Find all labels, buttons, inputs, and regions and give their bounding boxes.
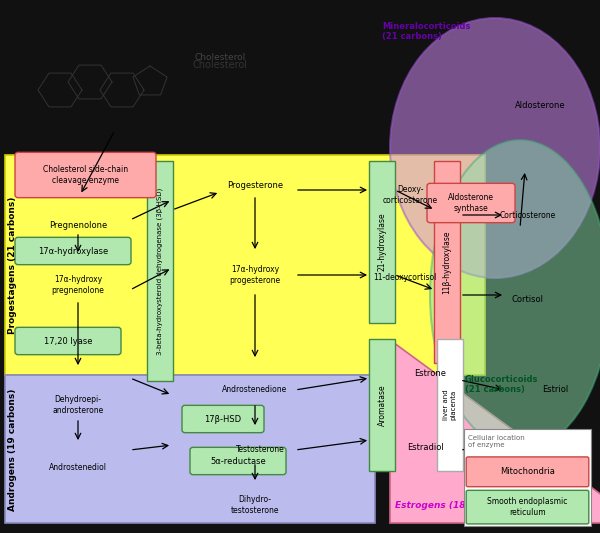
Text: 17α-hydroxy
pregnenolone: 17α-hydroxy pregnenolone [52,276,104,295]
Text: Dehydroepi-
androsterone: Dehydroepi- androsterone [52,395,104,415]
FancyBboxPatch shape [466,457,589,487]
Text: Estrogens (18 carbons ): Estrogens (18 carbons ) [395,501,516,510]
Text: 11β-hydroxylase: 11β-hydroxylase [443,230,452,294]
Text: 11-deoxycortisol: 11-deoxycortisol [373,273,437,282]
FancyBboxPatch shape [5,375,375,523]
Text: liver and
placenta: liver and placenta [443,390,457,421]
Text: Smooth endoplasmic
reticulum: Smooth endoplasmic reticulum [487,497,568,517]
Text: 5α-reductase: 5α-reductase [210,456,266,465]
Ellipse shape [430,140,600,450]
Text: 17α-hydroxylase: 17α-hydroxylase [38,246,108,255]
Text: Cellular location
of enzyme: Cellular location of enzyme [468,435,525,448]
FancyBboxPatch shape [369,339,395,471]
FancyBboxPatch shape [427,183,515,223]
FancyBboxPatch shape [369,161,395,323]
FancyBboxPatch shape [182,405,264,433]
Text: 17α-hydroxy
progesterone: 17α-hydroxy progesterone [229,265,281,285]
FancyBboxPatch shape [15,237,131,265]
Text: Mineralocorticoids
(21 carbons): Mineralocorticoids (21 carbons) [382,22,470,42]
Text: Estradiol: Estradiol [407,442,443,451]
Text: Aromatase: Aromatase [377,384,386,426]
Text: Cholesterol: Cholesterol [194,53,245,62]
Text: Testosterone: Testosterone [236,446,284,455]
Text: Androstenediol: Androstenediol [49,464,107,472]
FancyBboxPatch shape [15,327,121,354]
FancyBboxPatch shape [190,447,286,475]
Text: Estriol: Estriol [542,385,568,394]
FancyBboxPatch shape [434,161,460,363]
Ellipse shape [390,18,600,278]
Text: Androstenedione: Androstenedione [223,385,287,394]
Text: 21-hydroxylase: 21-hydroxylase [377,213,386,271]
Text: Progestagens (21 carbons): Progestagens (21 carbons) [8,196,17,334]
Text: Aldosterone
synthase: Aldosterone synthase [448,193,494,213]
FancyBboxPatch shape [437,339,463,471]
Text: 3-beta-hydroxysteroid dehydrogenase (3β-HSD): 3-beta-hydroxysteroid dehydrogenase (3β-… [157,188,163,354]
Text: Estrone: Estrone [414,368,446,377]
Text: 17,20 lyase: 17,20 lyase [44,336,92,345]
Text: Dihydro-
testosterone: Dihydro- testosterone [231,495,279,515]
FancyBboxPatch shape [147,161,173,381]
Text: Pregnenolone: Pregnenolone [49,221,107,230]
Polygon shape [390,340,600,523]
Text: Androgens (19 carbons): Androgens (19 carbons) [8,389,17,511]
Text: Deoxy-
corticosterone: Deoxy- corticosterone [382,185,437,205]
Text: 17β-HSD: 17β-HSD [205,415,242,424]
FancyBboxPatch shape [466,490,589,524]
Text: Mitochondria: Mitochondria [500,467,555,477]
Text: Glucocorticoids
(21 carbons): Glucocorticoids (21 carbons) [465,375,538,394]
Text: Cholesterol side-chain
cleavage enzyme: Cholesterol side-chain cleavage enzyme [43,165,128,185]
Text: Progesterone: Progesterone [227,181,283,190]
Text: Corticosterone: Corticosterone [500,211,556,220]
Text: Cortisol: Cortisol [511,295,543,304]
FancyBboxPatch shape [5,155,485,375]
Text: Cholesterol: Cholesterol [193,60,247,70]
FancyBboxPatch shape [15,152,156,198]
Text: Aldosterone: Aldosterone [515,101,565,109]
FancyBboxPatch shape [464,429,591,526]
